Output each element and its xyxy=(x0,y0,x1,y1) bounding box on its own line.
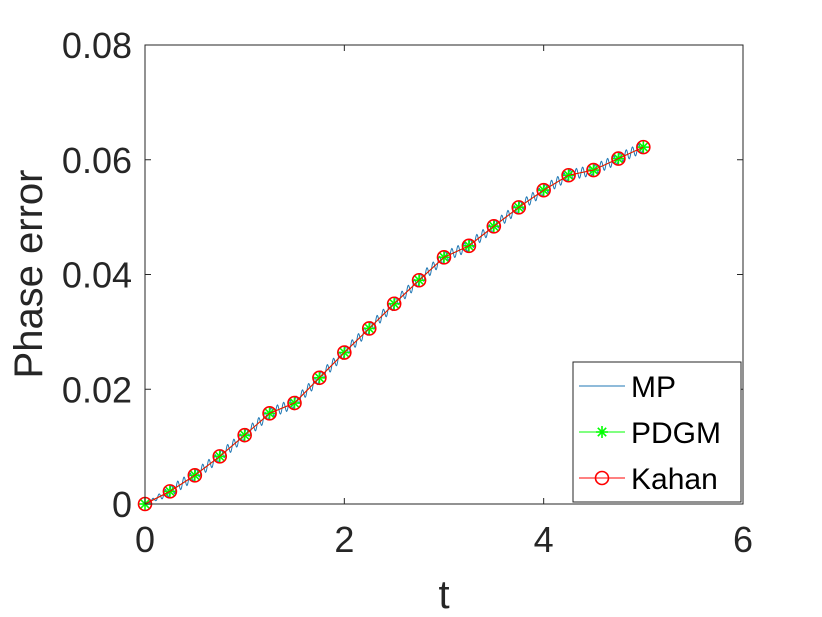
data-point-kahan xyxy=(262,406,277,421)
legend: MP PDGM Kahan xyxy=(572,361,742,503)
data-point-kahan xyxy=(511,200,527,215)
data-point-pdgm xyxy=(637,141,650,154)
data-point-kahan xyxy=(162,484,178,499)
data-point-kahan xyxy=(287,395,302,411)
y-axis-title: Phase error xyxy=(7,170,51,379)
y-tick-label: 0.06 xyxy=(62,140,132,181)
y-tick-label: 0 xyxy=(112,484,132,525)
legend-item-pdgm: PDGM xyxy=(579,417,721,450)
axes-layer xyxy=(144,44,744,505)
data-point-kahan xyxy=(411,272,427,288)
data-point-kahan xyxy=(636,139,651,155)
series-line-kahan xyxy=(144,146,644,505)
legend-item-mp: MP xyxy=(579,371,676,404)
data-point-kahan xyxy=(461,238,477,254)
data-point-kahan xyxy=(187,468,203,483)
data-point-kahan xyxy=(611,151,626,166)
data-point-kahan xyxy=(312,370,327,386)
data-point-kahan xyxy=(586,162,601,178)
data-point-kahan xyxy=(361,321,377,336)
x-tick-label: 2 xyxy=(334,519,354,560)
legend-label: Kahan xyxy=(631,463,718,496)
series-kahan xyxy=(137,139,651,512)
y-tick-label: 0.02 xyxy=(62,369,132,410)
series-layer xyxy=(137,139,651,512)
tick-label-layer: 0 2 4 6 0 0.02 0.04 0.06 0.08 xyxy=(62,25,753,560)
asterisk-stroke xyxy=(638,142,649,152)
data-point-kahan xyxy=(237,427,252,443)
legend-item-kahan: Kahan xyxy=(579,463,718,496)
data-point-kahan xyxy=(561,167,576,183)
legend-marker-asterisk xyxy=(597,427,607,437)
legend-marker-circle xyxy=(594,470,610,486)
data-point-kahan xyxy=(212,449,228,464)
data-point-kahan xyxy=(536,182,551,198)
x-tick-label: 0 xyxy=(135,519,155,560)
y-tick-label: 0.04 xyxy=(62,255,132,296)
y-tick-label: 0.08 xyxy=(62,25,132,66)
data-point-kahan xyxy=(436,249,452,265)
legend-label: PDGM xyxy=(631,417,721,450)
data-point-kahan xyxy=(486,219,502,234)
data-point-kahan xyxy=(337,345,352,360)
data-point-kahan xyxy=(386,296,402,312)
x-axis-title: t xyxy=(438,573,449,617)
x-tick-label: 4 xyxy=(534,519,554,560)
legend-label: MP xyxy=(631,371,676,404)
x-tick-label: 6 xyxy=(733,519,753,560)
